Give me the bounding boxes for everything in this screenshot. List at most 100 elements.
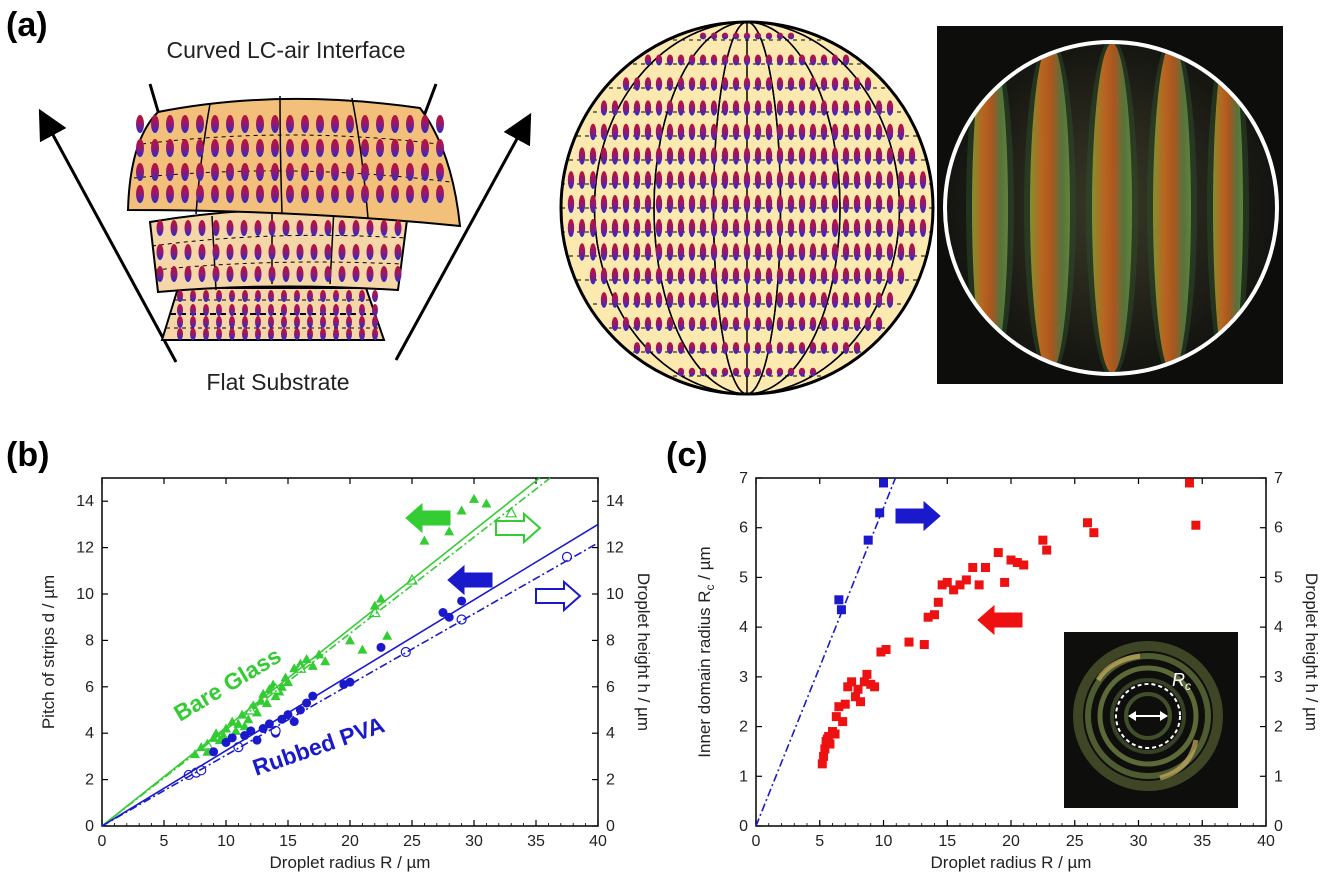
x-axis-title: Droplet radius R / µm — [931, 853, 1092, 872]
lc-molecule — [699, 219, 707, 237]
lc-molecule — [754, 367, 762, 377]
lc-molecule — [177, 328, 183, 340]
lc-molecule — [853, 267, 861, 285]
lc-molecule — [842, 195, 850, 213]
lc-molecule — [436, 163, 444, 181]
x-tick-label: 30 — [465, 833, 483, 850]
lc-molecule — [842, 243, 850, 261]
x-tick-label: 10 — [875, 833, 893, 850]
data-point — [961, 575, 971, 585]
lc-molecule — [743, 32, 751, 40]
data-point — [919, 640, 929, 650]
lc-molecule — [633, 171, 641, 189]
lc-molecule — [170, 266, 178, 282]
lc-molecule — [211, 115, 219, 133]
lc-molecule — [216, 328, 222, 340]
lc-molecule — [166, 185, 174, 203]
lc-molecule — [333, 328, 339, 340]
lc-molecule — [666, 219, 674, 237]
lc-molecule — [688, 342, 696, 354]
lc-molecule — [743, 77, 751, 91]
y2-tick-label: 0 — [1274, 818, 1283, 835]
data-point — [862, 669, 872, 679]
lc-molecule — [346, 290, 352, 302]
right-axis-arrow — [394, 112, 532, 361]
lc-molecule — [320, 304, 326, 316]
data-point — [357, 644, 368, 654]
data-point — [1006, 555, 1016, 565]
lc-molecule — [333, 304, 339, 316]
lc-molecule — [611, 316, 619, 332]
lc-molecule — [886, 292, 894, 308]
lc-molecule — [820, 54, 828, 66]
lc-molecule — [710, 342, 718, 354]
data-point — [843, 682, 853, 692]
lc-molecule — [622, 219, 630, 237]
lc-molecule — [281, 316, 287, 328]
data-point — [830, 729, 840, 739]
data-point — [270, 691, 281, 701]
lc-molecule — [622, 316, 630, 332]
lc-molecule — [699, 195, 707, 213]
panel-b: (b) 0 5 10 15 20 25 30 35 4002468101214024681012… — [6, 436, 653, 872]
lc-molecule — [655, 195, 663, 213]
lc-molecule — [421, 139, 429, 157]
data-point — [444, 612, 454, 622]
lc-molecule — [310, 266, 318, 282]
lc-molecule — [666, 171, 674, 189]
lc-molecule — [754, 195, 762, 213]
lc-molecule — [831, 267, 839, 285]
data-point — [419, 535, 430, 545]
lc-molecule — [644, 292, 652, 308]
lc-molecule — [776, 171, 784, 189]
lc-molecule — [296, 220, 304, 236]
lc-molecule — [754, 54, 762, 66]
lc-molecule — [254, 244, 262, 260]
lc-molecule — [666, 195, 674, 213]
lc-molecule — [864, 292, 872, 308]
lc-molecule — [376, 115, 384, 133]
lc-molecule — [809, 171, 817, 189]
lc-molecule — [203, 304, 209, 316]
lc-molecule — [677, 171, 685, 189]
lc-molecule — [776, 367, 784, 377]
lc-molecule — [886, 243, 894, 261]
lc-molecule — [897, 243, 905, 261]
fit-line — [101, 477, 541, 827]
lc-molecule — [644, 171, 652, 189]
lc-molecule — [226, 115, 234, 133]
lc-molecule — [765, 267, 773, 285]
lc-molecule — [578, 219, 586, 237]
lc-molecule — [809, 100, 817, 116]
lc-molecule — [331, 115, 339, 133]
lc-molecule — [331, 163, 339, 181]
lc-molecule — [743, 292, 751, 308]
x-tick-label: 0 — [752, 833, 761, 850]
lc-molecule — [699, 292, 707, 308]
data-point — [233, 718, 244, 728]
data-point — [876, 647, 886, 657]
lc-molecule — [754, 77, 762, 91]
lc-molecule — [699, 32, 707, 40]
lc-molecule — [241, 139, 249, 157]
lc-molecule — [710, 219, 718, 237]
lc-molecule — [166, 139, 174, 157]
data-point — [376, 593, 386, 603]
data-point — [227, 733, 237, 743]
lc-molecule — [359, 316, 365, 328]
lc-molecule — [710, 77, 718, 91]
data-point — [469, 493, 479, 503]
lc-molecule — [787, 367, 795, 377]
lc-molecule — [864, 316, 872, 332]
lc-molecule — [655, 77, 663, 91]
lc-molecule — [908, 219, 916, 237]
y-tick-label: 0 — [739, 818, 748, 835]
lc-molecule — [281, 290, 287, 302]
lc-molecule — [798, 77, 806, 91]
lc-molecule — [216, 316, 222, 328]
lc-molecule — [908, 243, 916, 261]
lc-molecule — [181, 115, 189, 133]
lc-molecule — [622, 171, 630, 189]
lc-molecule — [241, 185, 249, 203]
lc-molecule — [294, 290, 300, 302]
